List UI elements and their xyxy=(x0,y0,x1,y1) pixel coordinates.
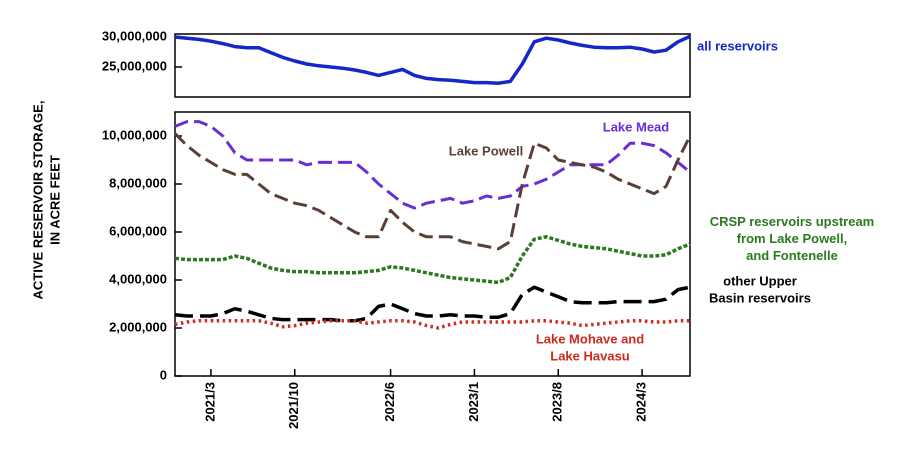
plot-frame xyxy=(174,33,691,98)
y-tick-label: 25,000,000 xyxy=(102,58,167,73)
y-tick-label: 2,000,000 xyxy=(109,319,167,334)
series-label: all reservoirs xyxy=(697,38,778,53)
series-line xyxy=(174,319,690,330)
series-label: other Upper Basin reservoirs xyxy=(709,274,811,306)
plot-area xyxy=(173,120,692,330)
series-line xyxy=(174,34,691,85)
series-label: Lake Powell xyxy=(449,143,523,158)
series-label: CRSP reservoirs upstream from Lake Powell… xyxy=(710,214,875,263)
x-tick-label: 2021/3 xyxy=(202,382,217,422)
plot-area xyxy=(174,34,691,85)
x-tick-label: 2022/6 xyxy=(382,382,397,422)
x-tick-label: 2023/8 xyxy=(550,382,565,422)
y-tick-label: 6,000,000 xyxy=(109,223,167,238)
series-line xyxy=(174,285,691,323)
y-tick-label: 30,000,000 xyxy=(102,28,167,43)
y-tick-label: 10,000,000 xyxy=(102,127,167,142)
series-label: Lake Mohave and Lake Havasu xyxy=(536,332,644,364)
series-line xyxy=(174,120,691,210)
series-label: Lake Mead xyxy=(603,119,670,134)
x-tick-label: 2023/1 xyxy=(466,382,481,422)
x-tick-label: 2024/3 xyxy=(634,382,649,422)
y-tick-label: 8,000,000 xyxy=(109,175,167,190)
series-line xyxy=(173,132,692,251)
y-tick-label: 4,000,000 xyxy=(109,271,167,286)
x-tick-label: 2021/10 xyxy=(286,382,301,429)
y-tick-label: 0 xyxy=(160,367,167,382)
series-line xyxy=(174,235,691,285)
y-axis-label: ACTIVE RESERVOIR STORAGE, IN ACRE FEET xyxy=(31,101,63,300)
